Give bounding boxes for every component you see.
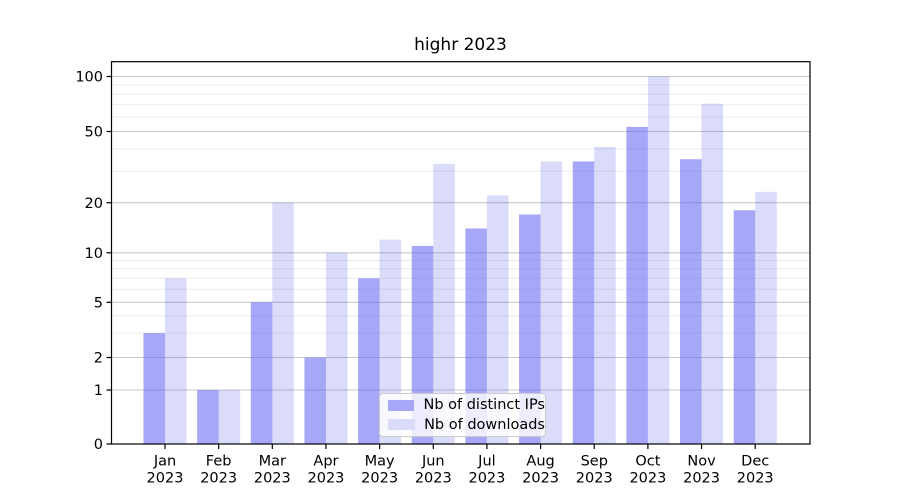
bar-may-distinct-ips — [358, 278, 380, 444]
legend-label-distinct-ips: Nb of distinct IPs — [423, 397, 545, 414]
bar-sep-downloads — [594, 146, 616, 445]
bar-aug-downloads — [540, 161, 563, 444]
bar-nov-downloads — [701, 103, 724, 445]
x-tick-label-sep-year: 2023 — [576, 471, 613, 487]
x-tick-label-mar: Mar — [259, 454, 286, 470]
y-tick-label-1: 1 — [94, 383, 103, 399]
legend-item-distinct-ips: Nb of distinct IPs — [388, 397, 545, 413]
legend-swatch-downloads-icon — [388, 419, 416, 430]
x-tick-label-dec: Dec — [741, 454, 769, 470]
bar-aug-distinct-ips — [519, 214, 541, 444]
legend: Nb of distinct IPs Nb of downloads — [379, 393, 546, 437]
chart-title: highr 2023 — [414, 35, 507, 55]
bar-jul-downloads — [486, 195, 509, 444]
bar-oct-downloads — [647, 76, 670, 444]
x-tick-label-aug: Aug — [526, 454, 554, 470]
x-tick-label-jul-year: 2023 — [468, 471, 505, 487]
y-tick-label-100: 100 — [75, 70, 103, 86]
x-tick-label-may: May — [365, 454, 395, 470]
bar-may-downloads — [379, 239, 402, 444]
x-tick-label-jun-year: 2023 — [415, 471, 452, 487]
x-tick-label-oct: Oct — [635, 454, 660, 470]
bar-nov-distinct-ips — [680, 159, 702, 445]
x-tick-label-dec-year: 2023 — [737, 471, 774, 487]
y-tick-label-2: 2 — [94, 351, 103, 367]
legend-label-downloads: Nb of downloads — [424, 416, 545, 433]
bar-feb-downloads — [218, 390, 241, 444]
bar-mar-downloads — [272, 202, 294, 444]
bar-oct-distinct-ips — [626, 126, 648, 444]
y-tick-label-10: 10 — [85, 246, 103, 262]
legend-swatch-distinct-ips-icon — [388, 400, 415, 411]
bar-mar-distinct-ips — [250, 302, 273, 444]
x-tick-label-feb: Feb — [206, 454, 232, 470]
x-tick-label-jul: Jul — [477, 454, 496, 470]
y-tick-label-50: 50 — [85, 125, 103, 141]
bar-jan-distinct-ips — [143, 333, 165, 444]
bar-dec-downloads — [755, 191, 777, 444]
x-tick-label-oct-year: 2023 — [629, 471, 666, 487]
x-tick-label-mar-year: 2023 — [254, 471, 291, 487]
legend-item-downloads: Nb of downloads — [388, 417, 545, 433]
bar-feb-distinct-ips — [197, 390, 219, 444]
x-tick-label-apr: Apr — [313, 454, 338, 470]
x-tick-label-feb-year: 2023 — [200, 471, 237, 487]
bar-jul-distinct-ips — [465, 228, 487, 444]
x-tick-label-nov: Nov — [687, 454, 716, 470]
bar-apr-distinct-ips — [304, 357, 326, 444]
y-tick-label-20: 20 — [85, 196, 103, 212]
y-tick-label-0: 0 — [94, 437, 103, 453]
bar-jan-downloads — [165, 278, 187, 444]
bar-jun-downloads — [433, 163, 455, 444]
x-tick-label-may-year: 2023 — [361, 471, 398, 487]
x-tick-label-jun: Jun — [421, 454, 445, 470]
x-tick-label-sep: Sep — [581, 454, 608, 470]
x-tick-label-jan-year: 2023 — [147, 471, 184, 487]
x-tick-label-jan: Jan — [153, 454, 176, 470]
x-tick-label-nov-year: 2023 — [683, 471, 720, 487]
x-tick-label-apr-year: 2023 — [308, 471, 345, 487]
x-tick-label-aug-year: 2023 — [522, 471, 559, 487]
bar-sep-distinct-ips — [572, 161, 595, 444]
y-tick-label-5: 5 — [94, 296, 103, 312]
bar-dec-distinct-ips — [733, 210, 756, 444]
bar-apr-downloads — [325, 252, 348, 444]
